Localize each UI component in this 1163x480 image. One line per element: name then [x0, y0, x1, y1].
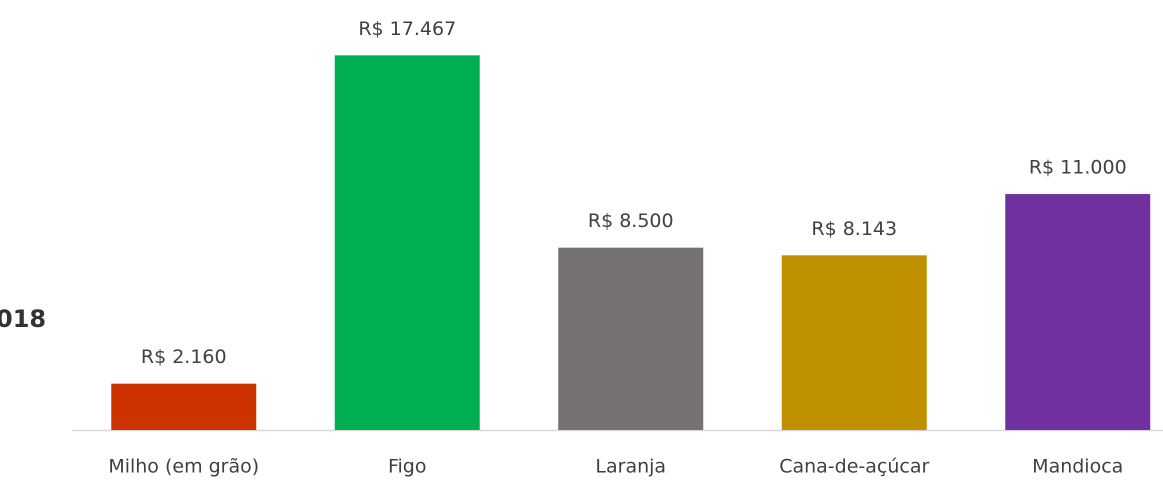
x-tick-label: Mandioca: [1032, 456, 1123, 478]
data-label: R$ 8.500: [588, 210, 674, 232]
x-tick-label: Laranja: [595, 456, 666, 478]
x-tick-label: Milho (em grão): [108, 456, 259, 478]
bar: [781, 255, 927, 430]
annotation: 018: [0, 305, 46, 333]
data-label: R$ 2.160: [141, 346, 227, 368]
data-label: R$ 17.467: [358, 18, 456, 40]
bar: [558, 247, 704, 430]
bar: [111, 383, 257, 430]
data-label: R$ 11.000: [1029, 157, 1127, 179]
bar: [334, 55, 480, 430]
data-label: R$ 8.143: [811, 218, 897, 240]
x-tick-label: Cana-de-açúcar: [779, 456, 929, 478]
bar: [1005, 194, 1151, 430]
x-tick-label: Figo: [388, 456, 427, 478]
